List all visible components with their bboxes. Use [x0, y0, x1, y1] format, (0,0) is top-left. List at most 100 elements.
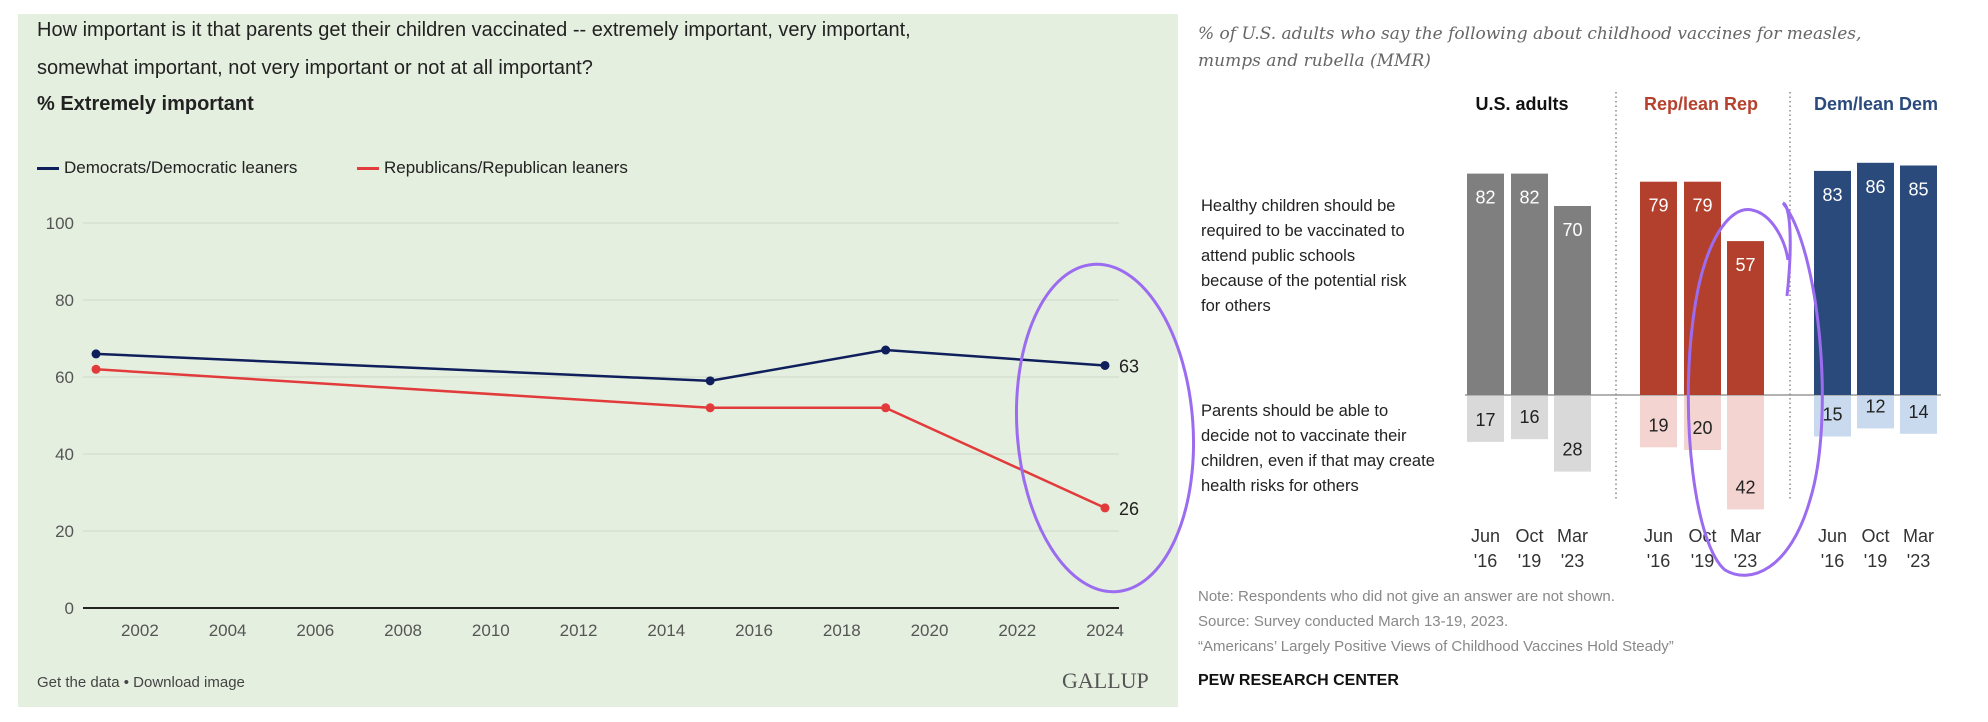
bar-value-label: 83 — [1822, 185, 1842, 205]
x-tick-label: 2010 — [472, 621, 510, 640]
bar-required — [1727, 241, 1764, 395]
legend-swatch-dem — [37, 167, 59, 171]
bar-value-label: 79 — [1692, 196, 1712, 216]
bar-value-label: 79 — [1648, 196, 1668, 216]
pew-report-title: “Americans’ Largely Positive Views of Ch… — [1198, 638, 1674, 655]
bar-value-label: 20 — [1692, 418, 1712, 438]
x-date-month: Oct — [1688, 526, 1716, 546]
bar-parents-decide — [1900, 396, 1937, 434]
bar-value-label: 82 — [1519, 188, 1539, 208]
x-date-year: '23 — [1561, 551, 1584, 571]
bar-value-label: 16 — [1519, 407, 1539, 427]
bar-value-label: 12 — [1865, 396, 1885, 416]
data-point — [91, 349, 101, 359]
y-tick-label: 0 — [65, 599, 74, 618]
x-tick-label: 2022 — [998, 621, 1036, 640]
series-line-dem — [95, 348, 1106, 383]
y-tick-label: 80 — [55, 291, 74, 310]
bar-value-label: 14 — [1908, 402, 1928, 422]
bar-value-label: 15 — [1822, 405, 1842, 425]
row-label-parents-decide: Parents should be able to decide not to … — [1201, 402, 1435, 495]
legend-label-rep: Republicans/Republican leaners — [384, 158, 628, 177]
x-date-year: '19 — [1691, 551, 1714, 571]
y-tick-label: 20 — [55, 522, 74, 541]
legend-republicans: Republicans/Republican leaners — [357, 158, 628, 178]
bar-value-label: 28 — [1562, 440, 1582, 460]
x-date-year: '19 — [1864, 551, 1887, 571]
legend-swatch-rep — [357, 167, 379, 171]
x-tick-label: 2002 — [121, 621, 159, 640]
x-date-month: Mar — [1903, 526, 1934, 546]
x-date-month: Jun — [1818, 526, 1847, 546]
annotation-circle-pew — [1686, 201, 1824, 577]
bar-parents-decide — [1467, 396, 1504, 442]
bar-value-label: 82 — [1475, 188, 1495, 208]
bar-required — [1640, 181, 1677, 395]
get-data-download-links[interactable]: Get the data • Download image — [37, 674, 245, 691]
gallup-subtitle: % Extremely important — [37, 93, 254, 115]
bar-required — [1554, 206, 1591, 395]
x-date-year: '16 — [1474, 551, 1497, 571]
legend-label-dem: Democrats/Democratic leaners — [64, 158, 298, 177]
bar-value-label: 17 — [1475, 410, 1495, 430]
data-point — [705, 403, 715, 413]
bar-value-label: 57 — [1735, 255, 1755, 275]
y-tick-label: 40 — [55, 445, 74, 464]
gallup-logo: GALLUP — [1062, 668, 1149, 693]
gallup-question-line2: somewhat important, not very important o… — [37, 57, 593, 79]
pew-source: Source: Survey conducted March 13-19, 20… — [1198, 613, 1509, 630]
gallup-chart-panel — [18, 14, 1178, 707]
bar-parents-decide — [1554, 396, 1591, 472]
bar-parents-decide — [1640, 396, 1677, 448]
x-date-month: Oct — [1861, 526, 1889, 546]
bar-required — [1511, 173, 1548, 395]
pew-note: Note: Respondents who did not give an an… — [1198, 588, 1615, 605]
y-tick-label: 100 — [46, 214, 74, 233]
x-date-month: Jun — [1471, 526, 1500, 546]
group-header-rep: Rep/lean Rep — [1643, 94, 1759, 114]
x-tick-label: 2020 — [911, 621, 949, 640]
x-tick-label: 2004 — [209, 621, 247, 640]
end-value-label: 26 — [1119, 499, 1139, 519]
data-point — [705, 376, 715, 386]
x-tick-label: 2012 — [560, 621, 598, 640]
group-header-dem: Dem/lean Dem — [1813, 94, 1939, 114]
row-label-required: Healthy children should be required to b… — [1201, 197, 1407, 315]
x-tick-label: 2014 — [647, 621, 685, 640]
series-line-rep — [95, 368, 1106, 510]
x-date-year: '16 — [1647, 551, 1670, 571]
bar-parents-decide — [1511, 396, 1548, 440]
pew-brand: PEW RESEARCH CENTER — [1198, 672, 1399, 689]
bar-required — [1900, 165, 1937, 395]
x-date-month: Jun — [1644, 526, 1673, 546]
bar-value-label: 85 — [1908, 180, 1928, 200]
bar-value-label: 42 — [1735, 477, 1755, 497]
bar-value-label: 70 — [1562, 220, 1582, 240]
x-date-year: '23 — [1734, 551, 1757, 571]
x-date-year: '19 — [1518, 551, 1541, 571]
x-tick-label: 2018 — [823, 621, 861, 640]
pew-title-line2: mumps and rubella (MMR) — [1198, 51, 1431, 71]
x-date-year: '16 — [1821, 551, 1844, 571]
x-date-month: Mar — [1730, 526, 1761, 546]
x-tick-label: 2008 — [384, 621, 422, 640]
gallup-question-line1: How important is it that parents get the… — [37, 19, 911, 41]
x-tick-label: 2016 — [735, 621, 773, 640]
end-value-label: 63 — [1119, 356, 1139, 376]
bar-required — [1467, 173, 1504, 395]
bar-required — [1857, 162, 1894, 395]
bar-parents-decide — [1727, 396, 1764, 510]
group-header-us-adults: U.S. adults — [1475, 94, 1569, 114]
data-point — [881, 345, 891, 355]
bar-value-label: 86 — [1865, 177, 1885, 197]
legend-democrats: Democrats/Democratic leaners — [37, 158, 297, 178]
data-point — [91, 364, 101, 374]
bar-parents-decide — [1857, 396, 1894, 429]
y-tick-label: 60 — [55, 368, 74, 387]
x-tick-label: 2006 — [296, 621, 334, 640]
bar-value-label: 19 — [1648, 415, 1668, 435]
x-date-month: Oct — [1515, 526, 1543, 546]
data-point — [1100, 503, 1110, 513]
data-point — [1100, 360, 1110, 370]
